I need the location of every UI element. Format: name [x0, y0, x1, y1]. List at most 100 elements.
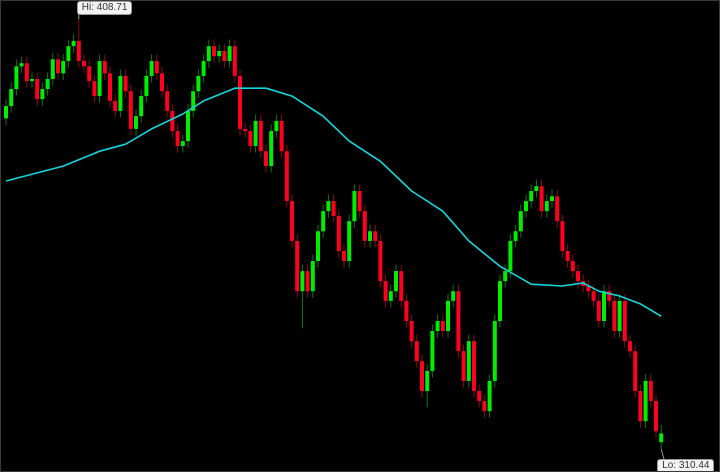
candle-up: [139, 96, 144, 117]
candle-up: [61, 61, 66, 74]
candle-up: [544, 201, 549, 212]
candle-up: [602, 291, 606, 321]
candle-down: [284, 151, 289, 202]
candle-down: [440, 320, 445, 332]
candle-up: [487, 380, 492, 412]
candle-down: [243, 128, 248, 132]
high-label: Hi: 408.71: [76, 1, 133, 15]
candle-down: [591, 291, 596, 301]
candle-up: [227, 46, 232, 62]
candle-down: [290, 201, 294, 241]
candle-down: [160, 73, 164, 92]
candle-down: [76, 40, 81, 62]
candle-down: [248, 131, 253, 146]
low-label: Lo: 310.44: [657, 459, 715, 471]
candle-up: [191, 91, 196, 111]
candle-down: [461, 351, 466, 381]
candle-up: [201, 61, 206, 76]
candle-down: [648, 380, 653, 402]
candle-up: [316, 231, 320, 262]
candle-down: [170, 110, 175, 132]
candle-up: [466, 341, 471, 381]
candle-up: [508, 240, 513, 272]
candle-down: [279, 121, 284, 152]
candle-down: [56, 59, 60, 74]
candle-down: [92, 81, 97, 97]
candle-up: [186, 110, 190, 142]
candle-up: [50, 59, 55, 79]
candle-up: [66, 46, 71, 62]
candle-up: [446, 300, 450, 332]
candle-down: [456, 291, 461, 352]
candle-down: [596, 300, 601, 321]
candle-down: [258, 121, 263, 152]
candle-down: [264, 151, 268, 167]
candle-down: [576, 271, 580, 282]
candle-down: [108, 73, 112, 101]
candle-down: [222, 50, 227, 62]
moving-average-line: [5, 87, 662, 317]
candle-up: [617, 300, 622, 332]
candle-up: [134, 116, 138, 129]
candle-up: [498, 281, 502, 321]
candle-down: [409, 320, 414, 342]
candle-down: [154, 61, 159, 74]
candle-up: [321, 211, 326, 232]
candle-up: [451, 291, 456, 301]
candle-up: [118, 75, 123, 111]
candle-down: [638, 391, 643, 422]
candle-up: [394, 271, 398, 292]
candle-up: [30, 78, 34, 82]
candle-down: [654, 401, 658, 432]
candle-up: [534, 186, 539, 192]
candle-down: [633, 351, 638, 392]
candle-down: [87, 66, 92, 82]
candle-down: [373, 231, 378, 241]
candle-down: [165, 91, 170, 111]
candle-down: [607, 291, 612, 301]
candle-down: [82, 61, 86, 67]
candle-down: [628, 341, 632, 352]
candle-up: [388, 291, 393, 301]
candle-up: [253, 121, 258, 146]
candle-up: [430, 331, 435, 371]
candle-up: [144, 75, 149, 97]
candle-up: [524, 201, 528, 212]
candle-up: [352, 191, 357, 222]
candle-up: [274, 121, 279, 132]
candle-down: [565, 250, 570, 262]
candle-up: [97, 61, 102, 97]
candle-up: [4, 106, 8, 119]
candle-down: [35, 78, 40, 100]
candle-up: [513, 231, 518, 241]
candle-down: [305, 271, 310, 292]
candle-up: [45, 78, 50, 90]
candle-up: [518, 211, 523, 232]
candle-down: [123, 75, 128, 92]
candle-up: [643, 380, 648, 422]
candle-up: [196, 75, 201, 92]
candle-down: [128, 91, 133, 129]
candle-down: [24, 63, 29, 82]
candle-up: [503, 271, 508, 282]
candle-up: [550, 196, 554, 202]
candle-down: [362, 211, 367, 241]
candle-up: [9, 89, 14, 107]
candle-up: [492, 320, 497, 381]
candle-up: [14, 66, 19, 90]
candle-down: [378, 240, 383, 282]
candle-down: [232, 46, 237, 76]
candle-down: [612, 300, 617, 332]
candle-down: [357, 191, 362, 212]
candle-up: [300, 271, 305, 292]
candle-up: [659, 433, 664, 443]
candle-down: [477, 391, 482, 402]
candle-down: [175, 131, 180, 146]
candle-up: [368, 231, 372, 241]
candle-down: [238, 75, 242, 129]
candle-down: [102, 61, 107, 74]
candle-down: [295, 240, 300, 292]
candle-down: [336, 215, 341, 251]
